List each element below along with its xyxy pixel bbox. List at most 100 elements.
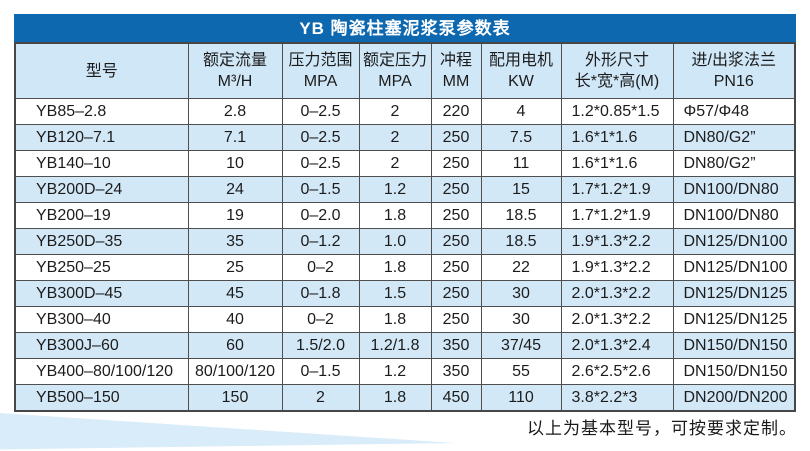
cell: 18.5 [480,228,562,255]
cell: 220 [430,98,482,125]
table-title: YB 陶瓷柱塞泥浆泵参数表 [14,14,796,42]
cell: DN125/DN100 [672,254,796,281]
cell: 22 [480,254,562,281]
cell: 1.9*1.3*2.2 [560,228,674,255]
table-row: YB300J–60 60 1.5/2.0 1.2/1.8 350 37/45 2.0*1.3… [14,332,796,359]
cell: 350 [430,332,482,359]
cell: 1.2/1.8 [358,332,432,359]
table-row: YB500–150 150 2 1.8 450 110 3.8*2.2*3 DN200/DN2… [14,384,796,412]
cell: 1.2*0.85*1.5 [560,98,674,125]
column-header-1: 额定流量 M³/H [187,42,283,99]
cell: DN80/G2” [672,150,796,177]
cell-model: YB85–2.8 [14,98,189,125]
table-row: YB200–19 19 0–2.0 1.8 250 18.5 1.7*1.2*1.9 DN10… [14,202,796,229]
cell: 110 [480,384,562,412]
column-header-5: 配用电机 KW [480,42,562,99]
cell: 2.0*1.3*2.4 [560,332,674,359]
cell: 2 [358,150,432,177]
cell-model: YB500–150 [14,384,189,412]
cell-model: YB250–25 [14,254,189,281]
cell: 0–1.8 [281,280,360,307]
cell: 1.2 [358,358,432,385]
cell: 18.5 [480,202,562,229]
cell: 0–2.5 [281,150,360,177]
cell: 2.0*1.3*2.2 [560,280,674,307]
column-header-2: 压力范围 MPA [281,42,360,99]
cell: 1.2 [358,176,432,203]
cell: 250 [430,202,482,229]
cell: 10 [187,150,283,177]
table-row: YB250–25 25 0–2 1.8 250 22 1.9*1.3*2.2 DN125/DN… [14,254,796,281]
cell: Φ57/Φ48 [672,98,796,125]
cell-model: YB300D–45 [14,280,189,307]
table-row: YB140–10 10 0–2.5 2 250 11 1.6*1*1.6 DN80/G2” [14,150,796,177]
cell: 1.5 [358,280,432,307]
cell: 250 [430,254,482,281]
cell: 2 [358,124,432,151]
decorative-swoosh [0,413,455,450]
cell-model: YB200–19 [14,202,189,229]
cell: 80/100/120 [187,358,283,385]
cell: 2.0*1.3*2.2 [560,306,674,333]
cell: DN125/DN125 [672,306,796,333]
cell: 1.5/2.0 [281,332,360,359]
cell: 250 [430,176,482,203]
cell-model: YB140–10 [14,150,189,177]
cell-model: YB120–7.1 [14,124,189,151]
cell: DN125/DN125 [672,280,796,307]
cell-model: YB300–40 [14,306,189,333]
cell: 2 [281,384,360,412]
cell: 2 [358,98,432,125]
cell-model: YB250D–35 [14,228,189,255]
column-header-7: 进/出浆法兰 PN16 [672,42,796,99]
cell: 1.7*1.2*1.9 [560,202,674,229]
cell: 3.8*2.2*3 [560,384,674,412]
cell: 11 [480,150,562,177]
cell: 40 [187,306,283,333]
cell: 2.6*2.5*2.6 [560,358,674,385]
cell: 19 [187,202,283,229]
cell: 7.5 [480,124,562,151]
table-row: YB300D–45 45 0–1.8 1.5 250 30 2.0*1.3*2.2 DN125… [14,280,796,307]
cell: 7.1 [187,124,283,151]
cell: 4 [480,98,562,125]
cell: 1.8 [358,306,432,333]
cell: 30 [480,280,562,307]
table-row: YB400–80/100/120 80/100/120 0–1.5 1.2 350 55 2… [14,358,796,385]
table-row: YB300–40 40 0–2 1.8 250 30 2.0*1.3*2.2 DN125/DN… [14,306,796,333]
cell: 45 [187,280,283,307]
cell-model: YB300J–60 [14,332,189,359]
cell: 1.7*1.2*1.9 [560,176,674,203]
cell: 0–2.5 [281,124,360,151]
cell: 1.8 [358,202,432,229]
cell: 0–1.2 [281,228,360,255]
cell: 1.8 [358,384,432,412]
table-row: YB85–2.8 2.8 0–2.5 2 220 4 1.2*0.85*1.5 Φ57/Φ48 [14,98,796,125]
cell: DN100/DN80 [672,202,796,229]
pump-parameters-grid: 型号 额定流量 M³/H 压力范围 MPA 额定压力 MPA 冲程 MM 配用电机 KW 外形尺寸 长*… [14,42,796,412]
cell: DN80/G2” [672,124,796,151]
cell: DN125/DN100 [672,228,796,255]
cell: 250 [430,150,482,177]
cell: 55 [480,358,562,385]
column-header-3: 额定压力 MPA [358,42,432,99]
cell: 250 [430,306,482,333]
cell: 30 [480,306,562,333]
cell: 35 [187,228,283,255]
cell: 250 [430,124,482,151]
table-row: YB120–7.1 7.1 0–2.5 2 250 7.5 1.6*1*1.6 DN80/G2… [14,124,796,151]
cell: 1.0 [358,228,432,255]
table-row: YB250D–35 35 0–1.2 1.0 250 18.5 1.9*1.3*2.2 DN1… [14,228,796,255]
cell: 350 [430,358,482,385]
cell: 1.6*1*1.6 [560,124,674,151]
cell: 150 [187,384,283,412]
cell: DN200/DN200 [672,384,796,412]
cell: 15 [480,176,562,203]
cell: 0–1.5 [281,358,360,385]
table-header-row: 型号 额定流量 M³/H 压力范围 MPA 额定压力 MPA 冲程 MM 配用电机 KW 外形尺寸 长*… [14,42,796,99]
cell: 250 [430,228,482,255]
cell: 24 [187,176,283,203]
cell: 0–2 [281,254,360,281]
cell: 250 [430,280,482,307]
cell: 450 [430,384,482,412]
